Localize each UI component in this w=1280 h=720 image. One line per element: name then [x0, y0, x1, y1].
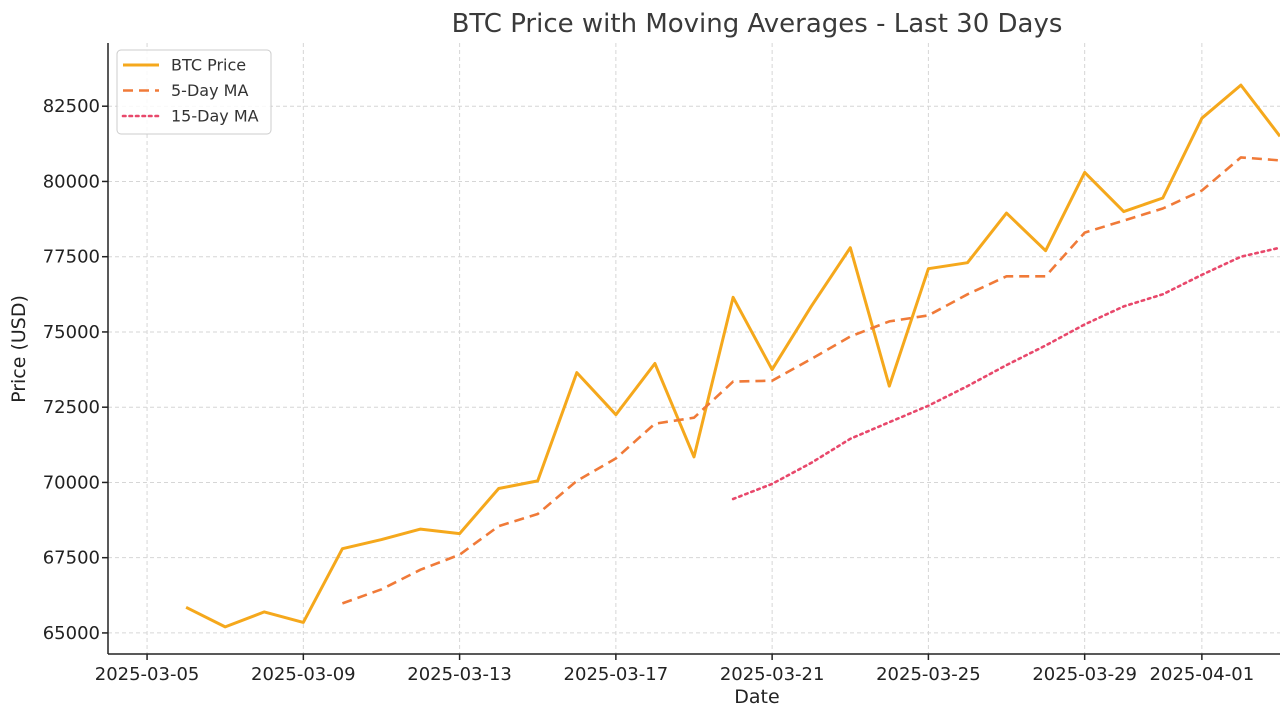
- legend-label: BTC Price: [171, 56, 246, 75]
- y-tick-label: 80000: [43, 171, 100, 192]
- legend-label: 15-Day MA: [171, 107, 259, 126]
- y-tick-label: 82500: [43, 96, 100, 117]
- x-tick-label: 2025-03-17: [564, 664, 669, 685]
- series-line-15-day-ma: [731, 246, 1280, 501]
- series-line-5-day-ma: [341, 156, 1280, 605]
- legend-label: 5-Day MA: [171, 81, 248, 100]
- x-tick-label: 2025-03-21: [720, 664, 825, 685]
- y-tick-label: 65000: [43, 623, 100, 644]
- x-tick-label: 2025-03-05: [95, 664, 200, 685]
- x-tick-label: 2025-03-09: [251, 664, 356, 685]
- legend-box: [116, 49, 272, 135]
- x-tick-label: 2025-03-25: [876, 664, 981, 685]
- legend: BTC Price 5-Day MA 15-Day MA: [116, 49, 272, 135]
- y-tick-label: 77500: [43, 247, 100, 268]
- x-tick-label: 2025-03-13: [407, 664, 512, 685]
- y-tick-label: 70000: [43, 472, 100, 493]
- y-tick-label: 75000: [43, 322, 100, 343]
- x-axis-label: Date: [734, 686, 779, 708]
- series-line-btc-price: [185, 83, 1280, 629]
- series-lines: [185, 83, 1280, 629]
- y-tick-label: 67500: [43, 548, 100, 569]
- axes: 2025-03-05 2025-03-09 2025-03-13 2025-03-17…: [43, 43, 1280, 685]
- x-tick-label: 2025-04-01: [1150, 664, 1255, 685]
- x-tick-label: 2025-03-29: [1032, 664, 1137, 685]
- chart-title: BTC Price with Moving Averages - Last 30…: [452, 9, 1063, 39]
- grid-lines: [108, 43, 1280, 654]
- y-axis-label: Price (USD): [8, 295, 30, 403]
- y-tick-label: 72500: [43, 397, 100, 418]
